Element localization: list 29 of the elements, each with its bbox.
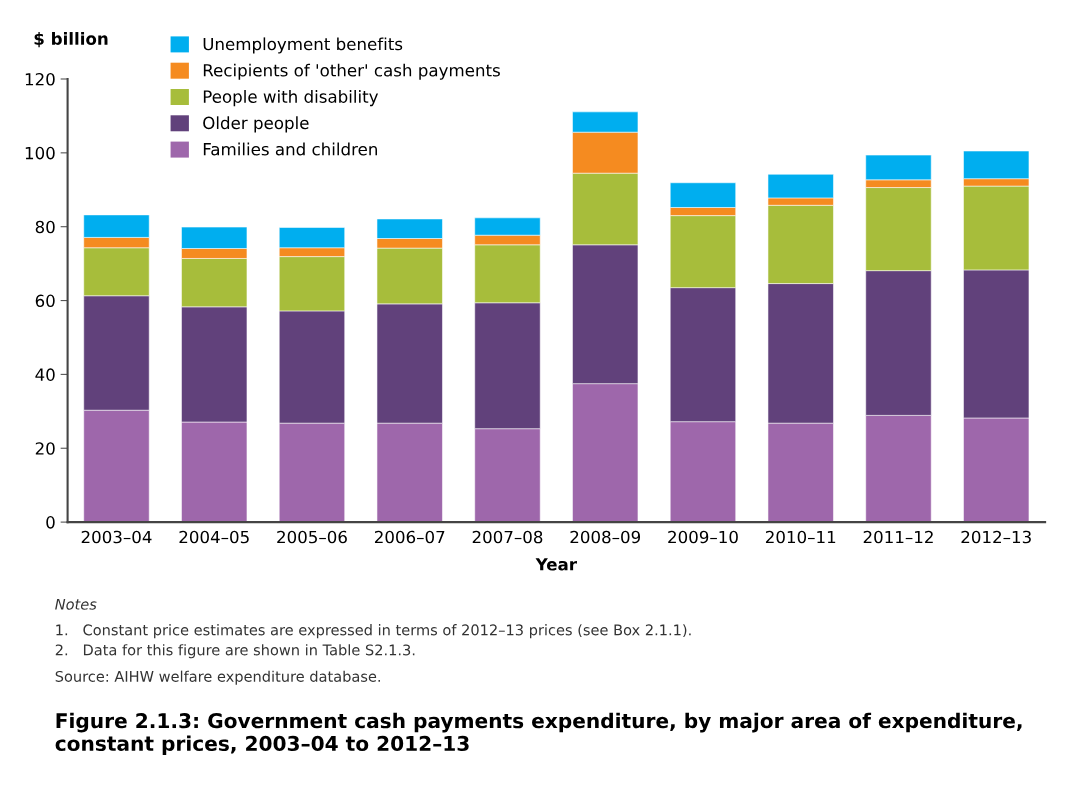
- legend-label: People with disability: [203, 89, 379, 107]
- x-tick-label: 2005–06: [277, 530, 347, 544]
- y-tick-label: 20: [35, 442, 55, 455]
- text: Figure 2.1.3: Government cash payments expenditure, by major area of expenditure, constant prices, 2003–04 to 2012–13: [55, 712, 1022, 755]
- y-tick-label: 120: [25, 72, 55, 86]
- legend-label: Older people: [203, 116, 309, 133]
- x-axis-title: Year: [535, 558, 577, 571]
- x-tick-label: 2003–04: [81, 530, 152, 544]
- x-tick-label: 2011–12: [863, 530, 933, 544]
- text: 1. Constant price estimates are expressed in terms of 2012–13 prices (see Box 2.1.1).: [56, 624, 691, 639]
- legend-label: Families and children: [203, 142, 377, 156]
- y-tick-label: 80: [35, 220, 55, 234]
- y-tick-label: 40: [35, 368, 55, 381]
- y-tick-label: 0: [46, 516, 55, 529]
- x-tick-label: 2010–11: [765, 530, 836, 544]
- legend-label: Recipients of 'other' cash payments: [203, 63, 500, 80]
- y-tick-label: 60: [35, 294, 55, 308]
- x-tick-label: 2008–09: [570, 530, 641, 544]
- x-tick-label: 2004–05: [179, 530, 249, 544]
- x-tick-label: 2006–07: [374, 530, 445, 544]
- source-note: Source: AIHW welfare expenditure database.: [55, 670, 380, 685]
- text: Notes: [55, 598, 97, 610]
- text: 2. Data for this figure are shown in Table S2.1.3.: [55, 644, 415, 659]
- x-tick-label: 2009–10: [668, 530, 738, 544]
- y-axis-title: $ billion: [34, 32, 108, 48]
- y-tick-label: 100: [25, 146, 55, 160]
- x-tick-label: 2012–13: [961, 530, 1031, 544]
- x-tick-label: 2007–08: [472, 530, 543, 544]
- legend-label: Unemployment benefits: [203, 37, 403, 54]
